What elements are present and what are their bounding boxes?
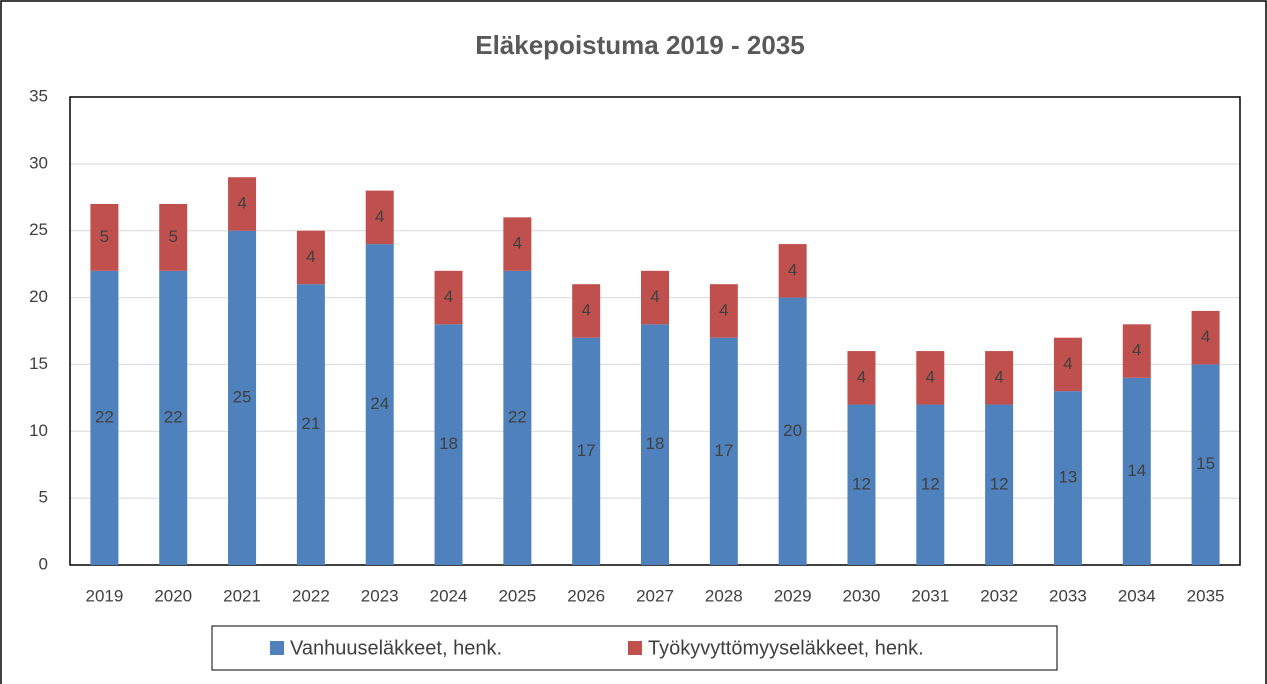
- data-label: 20: [783, 421, 802, 440]
- x-tick-label: 2032: [980, 586, 1018, 605]
- x-tick-label: 2021: [223, 586, 261, 605]
- y-tick-label: 35: [29, 86, 48, 105]
- data-label: 22: [508, 407, 527, 426]
- x-tick-label: 2033: [1049, 586, 1087, 605]
- data-label: 4: [513, 234, 522, 253]
- data-label: 4: [1201, 327, 1210, 346]
- bar-segment: [90, 203, 119, 271]
- x-tick-label: 2035: [1187, 586, 1225, 605]
- bar-segment: [1053, 391, 1082, 565]
- x-tick-label: 2019: [85, 586, 123, 605]
- y-tick-label: 10: [29, 421, 48, 440]
- bar-segment: [503, 270, 532, 565]
- x-tick-label: 2028: [705, 586, 743, 605]
- data-label: 5: [169, 227, 178, 246]
- bar-segment: [434, 270, 463, 325]
- x-tick-label: 2031: [911, 586, 949, 605]
- data-label: 5: [100, 227, 109, 246]
- x-tick-label: 2025: [498, 586, 536, 605]
- bar-segment: [709, 337, 738, 565]
- bar-segment: [985, 404, 1014, 565]
- legend-swatch: [270, 641, 284, 655]
- bar-segment: [847, 351, 876, 405]
- data-label: 4: [857, 367, 866, 386]
- data-label: 18: [646, 434, 665, 453]
- data-label: 15: [1196, 454, 1215, 473]
- bar-segment: [503, 217, 532, 271]
- data-label: 4: [1132, 341, 1141, 360]
- bar-segment: [228, 177, 257, 231]
- chart-title: Eläkepoistuma 2019 - 2035: [475, 30, 805, 60]
- data-label: 17: [714, 441, 733, 460]
- x-tick-label: 2030: [843, 586, 881, 605]
- bar-segment: [159, 270, 188, 565]
- data-label: 24: [370, 394, 389, 413]
- bar-segment: [1053, 337, 1082, 392]
- bar-segment: [1122, 324, 1151, 378]
- data-label: 4: [650, 287, 659, 306]
- y-tick-label: 15: [29, 354, 48, 373]
- bar-segment: [434, 324, 463, 565]
- data-label: 4: [375, 207, 384, 226]
- data-label: 22: [95, 407, 114, 426]
- y-tick-label: 0: [39, 554, 48, 573]
- data-label: 4: [581, 300, 590, 319]
- bar-segment: [778, 297, 807, 565]
- legend-label: Työkyvyttömyyseläkkeet, henk.: [648, 637, 924, 659]
- data-label: 18: [439, 434, 458, 453]
- data-label: 22: [164, 407, 183, 426]
- data-label: 4: [306, 247, 315, 266]
- data-label: 4: [237, 193, 246, 212]
- data-label: 12: [852, 474, 871, 493]
- data-label: 4: [994, 367, 1003, 386]
- legend-label: Vanhuuseläkkeet, henk.: [290, 637, 502, 659]
- bar-segment: [641, 324, 669, 565]
- y-tick-label: 20: [29, 287, 48, 306]
- bar-segment: [90, 270, 119, 565]
- y-tick-label: 30: [29, 153, 48, 172]
- x-tick-label: 2022: [292, 586, 330, 605]
- data-label: 12: [921, 474, 940, 493]
- bar-segment: [1122, 377, 1151, 565]
- data-label: 12: [990, 474, 1009, 493]
- x-tick-label: 2020: [154, 586, 192, 605]
- bar-segment: [296, 230, 325, 285]
- bar-segment: [572, 337, 601, 565]
- x-tick-label: 2026: [567, 586, 605, 605]
- legend-swatch: [628, 641, 642, 655]
- data-label: 21: [301, 414, 320, 433]
- bar-segment: [916, 351, 945, 405]
- bar-segment: [228, 230, 257, 565]
- bar-segment: [572, 284, 601, 338]
- bar-segment: [847, 404, 876, 565]
- bar-segment: [1191, 364, 1220, 565]
- bar-segment: [365, 244, 394, 566]
- x-tick-label: 2027: [636, 586, 674, 605]
- y-tick-label: 5: [39, 488, 48, 507]
- bar-segment: [365, 190, 394, 245]
- x-tick-label: 2029: [774, 586, 812, 605]
- data-label: 25: [233, 387, 252, 406]
- data-label: 13: [1058, 468, 1077, 487]
- data-label: 4: [444, 287, 453, 306]
- data-label: 4: [719, 300, 728, 319]
- y-tick-label: 25: [29, 220, 48, 239]
- bar-segment: [296, 284, 325, 565]
- data-label: 14: [1127, 461, 1146, 480]
- x-tick-label: 2023: [361, 586, 399, 605]
- bar-segment: [985, 351, 1014, 405]
- data-label: 17: [577, 441, 596, 460]
- data-label: 4: [1063, 354, 1072, 373]
- bar-segment: [916, 404, 945, 565]
- x-tick-label: 2034: [1118, 586, 1156, 605]
- data-label: 4: [926, 367, 935, 386]
- bar-segment: [159, 203, 188, 271]
- bar-segment: [778, 244, 807, 298]
- bar-segment: [1191, 310, 1220, 365]
- bar-segment: [709, 284, 738, 338]
- x-tick-label: 2024: [430, 586, 468, 605]
- data-label: 4: [788, 260, 797, 279]
- bar-segment: [641, 270, 669, 325]
